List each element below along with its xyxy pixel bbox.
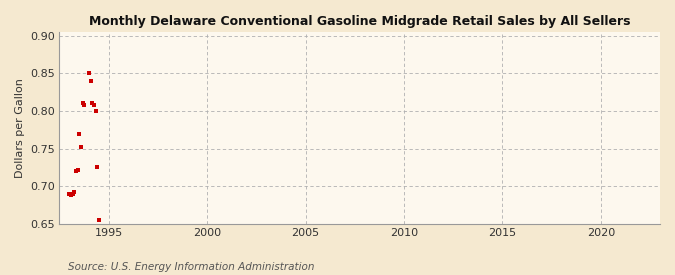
Point — [74, 131, 84, 136]
Point — [77, 101, 88, 106]
Point — [68, 191, 78, 196]
Point — [64, 191, 75, 196]
Point — [90, 109, 101, 113]
Point — [85, 79, 96, 83]
Text: Source: U.S. Energy Information Administration: Source: U.S. Energy Information Administ… — [68, 262, 314, 272]
Point — [93, 218, 104, 222]
Y-axis label: Dollars per Gallon: Dollars per Gallon — [15, 78, 25, 178]
Point — [79, 103, 90, 107]
Point — [76, 145, 86, 149]
Point — [70, 169, 81, 173]
Point — [88, 103, 99, 107]
Point — [84, 71, 95, 76]
Title: Monthly Delaware Conventional Gasoline Midgrade Retail Sales by All Sellers: Monthly Delaware Conventional Gasoline M… — [89, 15, 630, 28]
Point — [65, 193, 76, 197]
Point — [92, 165, 103, 170]
Point — [87, 101, 98, 106]
Point — [69, 190, 80, 194]
Point — [72, 167, 83, 172]
